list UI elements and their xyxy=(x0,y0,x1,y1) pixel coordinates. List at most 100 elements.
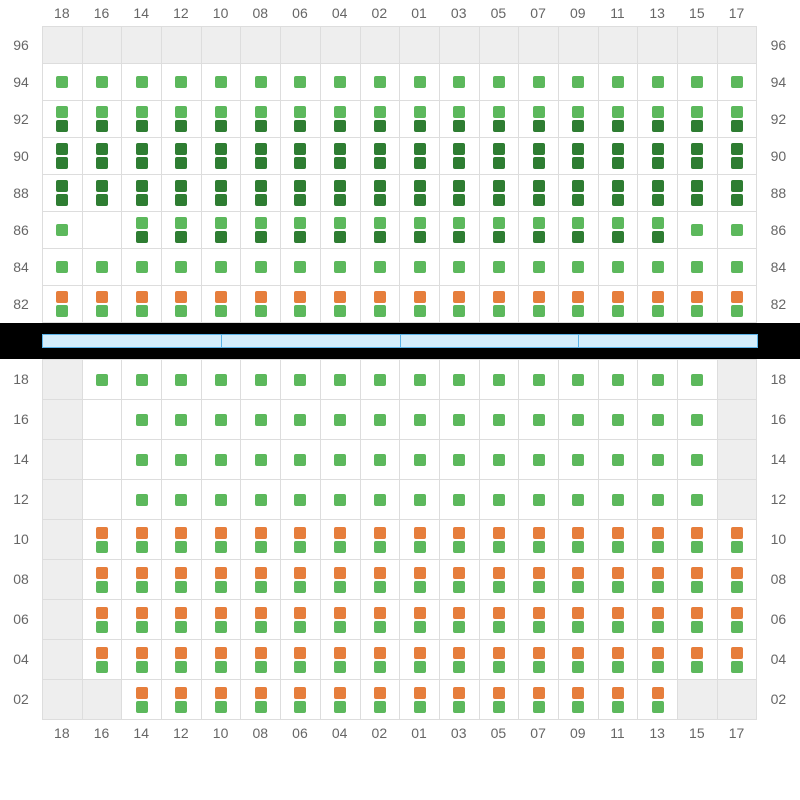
seat-cell[interactable] xyxy=(202,64,242,101)
seat-cell[interactable] xyxy=(638,175,678,212)
seat-cell[interactable] xyxy=(43,286,83,323)
seat-cell[interactable] xyxy=(440,101,480,138)
seat-cell[interactable] xyxy=(281,27,321,64)
seat-cell[interactable] xyxy=(83,249,123,286)
seat-cell[interactable] xyxy=(638,560,678,600)
seat-cell[interactable] xyxy=(321,27,361,64)
seat-cell[interactable] xyxy=(678,249,718,286)
seat-cell[interactable] xyxy=(361,480,401,520)
seat-cell[interactable] xyxy=(83,175,123,212)
seat-cell[interactable] xyxy=(599,520,639,560)
seat-cell[interactable] xyxy=(678,64,718,101)
seat-cell[interactable] xyxy=(321,400,361,440)
seat-cell[interactable] xyxy=(83,680,123,720)
seat-cell[interactable] xyxy=(718,520,758,560)
seat-cell[interactable] xyxy=(599,249,639,286)
seat-cell[interactable] xyxy=(599,175,639,212)
seat-cell[interactable] xyxy=(559,212,599,249)
seat-cell[interactable] xyxy=(122,520,162,560)
seat-cell[interactable] xyxy=(361,680,401,720)
seat-cell[interactable] xyxy=(202,680,242,720)
seat-cell[interactable] xyxy=(241,64,281,101)
seat-cell[interactable] xyxy=(43,560,83,600)
seat-cell[interactable] xyxy=(440,138,480,175)
seat-cell[interactable] xyxy=(519,680,559,720)
seat-cell[interactable] xyxy=(480,360,520,400)
seat-cell[interactable] xyxy=(519,175,559,212)
seat-cell[interactable] xyxy=(202,440,242,480)
seat-cell[interactable] xyxy=(122,27,162,64)
seat-cell[interactable] xyxy=(599,680,639,720)
seat-cell[interactable] xyxy=(519,480,559,520)
seat-cell[interactable] xyxy=(281,640,321,680)
seat-cell[interactable] xyxy=(718,400,758,440)
seat-cell[interactable] xyxy=(281,560,321,600)
seat-cell[interactable] xyxy=(400,64,440,101)
seat-cell[interactable] xyxy=(678,600,718,640)
seat-cell[interactable] xyxy=(519,138,559,175)
seat-cell[interactable] xyxy=(559,286,599,323)
seat-cell[interactable] xyxy=(718,138,758,175)
seat-cell[interactable] xyxy=(281,101,321,138)
seat-cell[interactable] xyxy=(83,27,123,64)
seat-cell[interactable] xyxy=(718,440,758,480)
seat-cell[interactable] xyxy=(281,138,321,175)
seat-cell[interactable] xyxy=(638,480,678,520)
seat-cell[interactable] xyxy=(162,286,202,323)
seat-cell[interactable] xyxy=(400,212,440,249)
seat-cell[interactable] xyxy=(321,64,361,101)
seat-cell[interactable] xyxy=(440,27,480,64)
seat-cell[interactable] xyxy=(480,212,520,249)
seat-cell[interactable] xyxy=(361,212,401,249)
seat-cell[interactable] xyxy=(559,480,599,520)
seat-cell[interactable] xyxy=(241,560,281,600)
seat-cell[interactable] xyxy=(43,64,83,101)
seat-cell[interactable] xyxy=(440,360,480,400)
seat-cell[interactable] xyxy=(638,440,678,480)
seat-cell[interactable] xyxy=(638,360,678,400)
seat-cell[interactable] xyxy=(43,640,83,680)
seat-cell[interactable] xyxy=(678,680,718,720)
seat-cell[interactable] xyxy=(162,101,202,138)
seat-cell[interactable] xyxy=(480,249,520,286)
seat-cell[interactable] xyxy=(281,175,321,212)
seat-cell[interactable] xyxy=(718,27,758,64)
seat-cell[interactable] xyxy=(361,560,401,600)
seat-cell[interactable] xyxy=(43,249,83,286)
seat-cell[interactable] xyxy=(321,360,361,400)
seat-cell[interactable] xyxy=(599,360,639,400)
seat-cell[interactable] xyxy=(638,640,678,680)
seat-cell[interactable] xyxy=(480,600,520,640)
seat-cell[interactable] xyxy=(718,64,758,101)
seat-cell[interactable] xyxy=(321,212,361,249)
seat-cell[interactable] xyxy=(202,27,242,64)
seat-cell[interactable] xyxy=(599,400,639,440)
seat-cell[interactable] xyxy=(559,249,599,286)
seat-cell[interactable] xyxy=(718,680,758,720)
seat-cell[interactable] xyxy=(43,212,83,249)
seat-cell[interactable] xyxy=(281,249,321,286)
seat-cell[interactable] xyxy=(480,64,520,101)
seat-cell[interactable] xyxy=(519,249,559,286)
seat-cell[interactable] xyxy=(122,138,162,175)
seat-cell[interactable] xyxy=(599,286,639,323)
seat-cell[interactable] xyxy=(400,440,440,480)
seat-cell[interactable] xyxy=(361,520,401,560)
seat-cell[interactable] xyxy=(638,138,678,175)
seat-cell[interactable] xyxy=(559,138,599,175)
seat-cell[interactable] xyxy=(241,27,281,64)
seat-cell[interactable] xyxy=(241,212,281,249)
seat-cell[interactable] xyxy=(559,560,599,600)
seat-cell[interactable] xyxy=(122,680,162,720)
seat-cell[interactable] xyxy=(321,560,361,600)
seat-cell[interactable] xyxy=(400,640,440,680)
seat-cell[interactable] xyxy=(202,101,242,138)
seat-cell[interactable] xyxy=(43,680,83,720)
seat-cell[interactable] xyxy=(122,600,162,640)
seat-cell[interactable] xyxy=(559,640,599,680)
seat-cell[interactable] xyxy=(480,560,520,600)
seat-cell[interactable] xyxy=(281,680,321,720)
seat-cell[interactable] xyxy=(321,175,361,212)
seat-cell[interactable] xyxy=(241,680,281,720)
seat-cell[interactable] xyxy=(321,440,361,480)
